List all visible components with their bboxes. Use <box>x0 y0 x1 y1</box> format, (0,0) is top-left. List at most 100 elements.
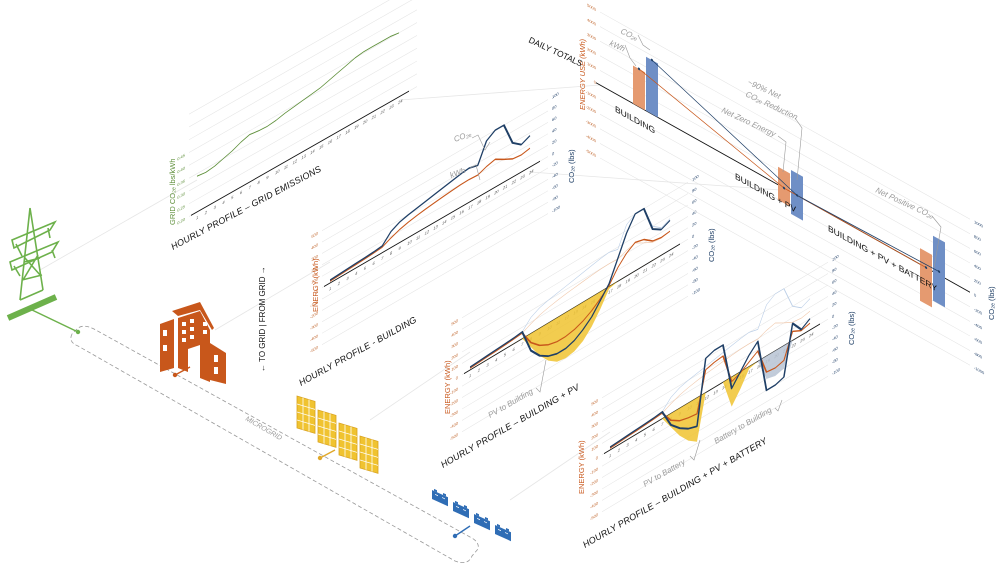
x-axis <box>191 90 409 216</box>
battery-plus <box>484 521 487 524</box>
battery-terminal <box>506 527 509 532</box>
battery-body <box>453 502 469 519</box>
daily-totals-label: DAILY TOTALS <box>527 35 584 69</box>
y2-tick-label: -200 <box>974 307 983 316</box>
gridline <box>322 144 548 277</box>
hour-tick-label: 10 <box>407 239 412 247</box>
hour-tick-label: 5 <box>504 351 507 357</box>
battery-1 <box>432 488 448 507</box>
y-tick-label: -2000 <box>586 104 597 115</box>
hour-tick-label: 23 <box>519 173 525 181</box>
battery-terminal <box>455 500 458 505</box>
y-tick-label: -400 <box>450 420 459 430</box>
y2-tick-label: 80 <box>832 266 837 274</box>
guide-lines <box>39 84 781 501</box>
y-tick-label: 400 <box>311 242 318 251</box>
grid-emissions-chart: 0.200.250.300.350.400.451234567891011121… <box>177 0 417 226</box>
hour-tick-label: 20 <box>493 188 499 196</box>
y2-tick-label: -80 <box>832 356 838 364</box>
net-zero-energy-note: Net Zero Energy <box>720 106 778 139</box>
gridline <box>189 0 417 115</box>
y-tick-label: 500 <box>311 230 318 239</box>
panel-grid <box>297 419 315 426</box>
gridline <box>602 261 828 399</box>
hour-tick-label: 4 <box>355 270 358 276</box>
gridline <box>462 193 688 330</box>
hour-tick-label: 1 <box>329 285 332 291</box>
hour-tick-label: 5 <box>231 194 234 200</box>
y2-tick-label: 0 <box>832 313 835 319</box>
charts-layer: 0.200.250.300.350.400.451234567891011121… <box>177 0 985 521</box>
hour-tick-label: 19 <box>354 123 359 130</box>
y2-tick-label: 0 <box>552 150 555 156</box>
y2-tick-label: -600 <box>974 336 983 345</box>
microgrid-label: MICROGRID <box>244 416 283 442</box>
y2-tick-label: 60 <box>832 277 837 285</box>
y2-tick-label: 100 <box>552 91 559 100</box>
hour-tick-label: 17 <box>337 133 342 140</box>
solar-panel-3 <box>338 422 358 461</box>
hour-tick-label: 11 <box>284 163 289 170</box>
daily-co2-ylabel: CO₂ₑ (lbs) <box>987 286 996 320</box>
hour-tick-label: 2 <box>477 367 481 374</box>
y-tick-label: -300 <box>450 409 459 419</box>
y2-tick-label: -60 <box>552 183 558 191</box>
battery-minus <box>477 517 480 521</box>
hour-tick-label: 1 <box>469 372 472 378</box>
gridline <box>462 284 688 421</box>
microgrid-loop <box>70 325 479 563</box>
y-tick-label: 400 <box>591 409 598 418</box>
y2-tick-label: 400 <box>974 263 981 272</box>
y-tick-label: 300 <box>451 340 458 349</box>
y2-tick-label: -100 <box>552 204 561 214</box>
hour-tick-label: 6 <box>372 260 375 266</box>
y-tick-label: -200 <box>590 477 599 487</box>
hour-tick-label: 14 <box>722 383 727 391</box>
y-tick-label: 2000 <box>587 46 596 56</box>
hour-tick-label: 14 <box>310 148 315 155</box>
gridline <box>322 167 548 300</box>
y2-tick-label: 20 <box>832 300 837 308</box>
kwh-bar <box>778 166 790 207</box>
hour-tick-label: 20 <box>362 118 368 126</box>
hour-tick-label: 18 <box>617 282 622 290</box>
y2-tick-label: 0 <box>974 292 977 298</box>
battery-minus <box>498 528 501 532</box>
battery-connector <box>454 525 471 537</box>
hour-tick-label: 2 <box>204 209 208 216</box>
y-tick-label: 100 <box>591 443 598 452</box>
trend-point <box>650 58 654 62</box>
transmission-tower-icon <box>6 207 60 321</box>
building-connector <box>174 366 191 376</box>
y2-tick-label: 60 <box>692 197 697 205</box>
panel-grid <box>339 446 357 453</box>
gridline <box>600 26 970 235</box>
hour-tick-label: 6 <box>652 426 655 432</box>
hour-tick-label: 20 <box>633 272 639 280</box>
batteries-icon <box>432 488 511 542</box>
y2-tick-label: 0 <box>692 233 695 239</box>
hour-tick-label: 8 <box>257 179 260 185</box>
y-tick-label: -400 <box>310 333 319 343</box>
hour-tick-label: 6 <box>512 346 515 352</box>
hour-tick-label: 21 <box>642 267 648 275</box>
gridline <box>600 157 970 366</box>
grid-emissions-ylabel: GRID CO₂ₑ lbs/kWh <box>168 158 177 225</box>
gridline <box>322 99 548 231</box>
y2-tick-label: 800 <box>974 234 981 243</box>
gridline <box>189 73 417 205</box>
building-node <box>172 372 178 378</box>
hour-tick-label: 18 <box>757 362 762 370</box>
pv-to-building-fill <box>470 249 670 370</box>
x-axis <box>464 243 680 375</box>
y2-tick-label: 600 <box>974 248 981 257</box>
hour-tick-label: 24 <box>808 331 814 339</box>
hour-tick-label: 24 <box>397 98 403 106</box>
battery-terminal <box>464 504 467 509</box>
y2-tick-label: 20 <box>552 138 557 146</box>
hour-tick-label: 22 <box>511 178 517 186</box>
hour-tick-label: 21 <box>502 183 508 191</box>
hour-tick-label: 7 <box>521 341 524 347</box>
building-pv-battery-chart: -500-100-400-80-300-60-200-40-100-200010… <box>590 253 841 521</box>
hour-tick-label: 13 <box>713 388 718 396</box>
